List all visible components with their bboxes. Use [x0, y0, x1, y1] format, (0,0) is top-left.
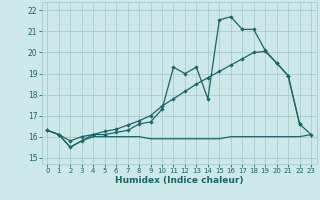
X-axis label: Humidex (Indice chaleur): Humidex (Indice chaleur): [115, 176, 244, 185]
